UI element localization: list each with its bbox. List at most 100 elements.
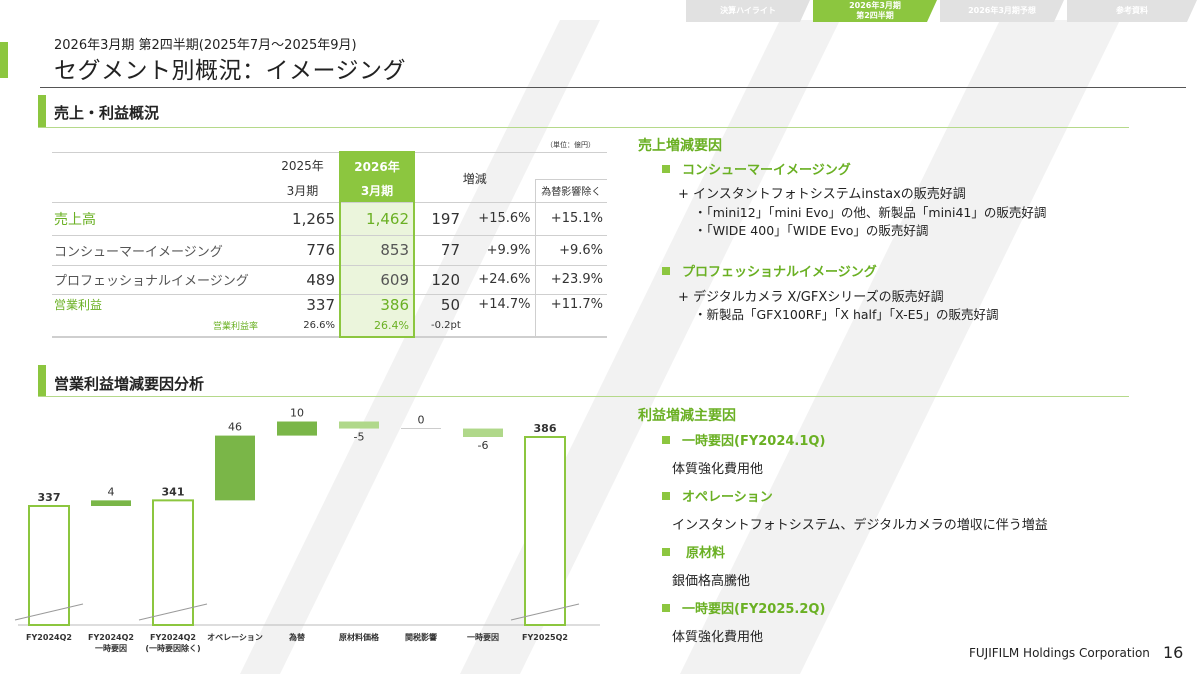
professional-bullet-1: ・新製品「GFX100RF」「X half」「X-E5」の販売好調	[694, 307, 999, 322]
category-label-5: 原材料価格	[339, 632, 380, 642]
col-prev-period: 3月期	[266, 179, 340, 203]
factor-3-text: 銀価格高騰他	[672, 574, 751, 589]
col-fx-excl: 為替影響除く	[534, 178, 607, 203]
tab-q2-line1: 2026年3月期	[849, 1, 901, 10]
data-label-0: 337	[38, 491, 61, 504]
table-unit: （単位：億円）	[546, 141, 595, 149]
cell-fx	[534, 315, 607, 338]
professional-title: プロフェッショナルイメージング	[662, 261, 877, 280]
cell-diff: 77	[413, 235, 464, 266]
cell-diff: -0.2pt	[413, 315, 464, 338]
cell-curr: 853	[339, 235, 415, 266]
cell-pct: +15.6%	[464, 202, 535, 236]
cell-pct: +24.6%	[464, 265, 535, 295]
data-label-4: 10	[290, 407, 304, 420]
table-row: 売上高 1,265 1,462 197 +15.6% +15.1%	[52, 202, 607, 236]
cell-diff: 50	[413, 294, 464, 315]
section-divider-op	[38, 396, 1129, 397]
axis-break-0	[14, 603, 84, 621]
tab-q2[interactable]: 2026年3月期 第2四半期	[813, 0, 937, 22]
factor-1-text: 体質強化費用他	[672, 462, 764, 477]
cell-pct	[464, 315, 535, 338]
tab-forecast[interactable]: 2026年3月期予想	[940, 0, 1064, 22]
category-label-0: FY2024Q2	[26, 633, 72, 642]
table-row: プロフェッショナルイメージング 489 609 120 +24.6% +23.9…	[52, 265, 607, 295]
waterfall-bar-4	[277, 421, 317, 436]
tab-q2-line2: 第2四半期	[856, 11, 894, 20]
cell-curr: 386	[339, 294, 415, 315]
consumer-main: + インスタントフォトシステムinstaxの販売好調	[678, 187, 966, 202]
factor-2-title: オペレーション	[662, 486, 773, 505]
cell-diff: 197	[413, 202, 464, 236]
data-label-6: 0	[418, 414, 425, 427]
row-label-sales: 売上高	[52, 202, 266, 236]
section-bar-sales	[38, 95, 46, 127]
section-title-op: 営業利益増減要因分析	[54, 375, 205, 393]
cell-fx: +15.1%	[534, 202, 607, 236]
cell-fx: +9.6%	[534, 235, 607, 266]
waterfall-bar-7	[463, 428, 503, 437]
bullet-square-icon	[662, 267, 670, 275]
cell-curr: 609	[339, 265, 415, 295]
bullet-square-icon	[662, 548, 670, 556]
op-profit-waterfall-chart: 337FY2024Q24FY2024Q2一時要因341FY2024Q2(一時要因…	[14, 407, 600, 653]
waterfall-bar-8	[524, 436, 566, 626]
cell-prev: 337	[306, 295, 335, 314]
data-label-5: -5	[354, 431, 365, 444]
col-blank-top	[413, 151, 607, 179]
row-label-professional: プロフェッショナルイメージング	[52, 265, 266, 295]
section-title-sales: 売上・利益概況	[54, 104, 160, 122]
bullet-square-icon	[662, 165, 670, 173]
row-label-op-margin: 営業利益率	[52, 315, 266, 338]
waterfall-bar-1	[91, 500, 131, 506]
row-label-consumer: コンシューマーイメージング	[52, 235, 266, 266]
waterfall-bar-0	[28, 505, 70, 626]
bullet-square-icon	[662, 604, 670, 612]
data-label-2: 341	[162, 485, 185, 498]
category-label-1: FY2024Q2	[88, 633, 134, 642]
axis-break-2	[138, 603, 208, 621]
col-prev-year: 2025年	[266, 151, 340, 179]
table-header-blank	[52, 151, 266, 203]
footer-company: FUJIFILM Holdings Corporation	[969, 646, 1150, 660]
factor-4-text: 体質強化費用他	[672, 630, 764, 645]
cell-prev: 26.6%	[266, 315, 340, 338]
consumer-title: コンシューマーイメージング	[662, 159, 851, 178]
category-label-1: 一時要因	[95, 643, 127, 653]
profit-factors-heading: 利益増減主要因	[638, 408, 736, 424]
consumer-bullet-2: ・「WIDE 400」「WIDE Evo」の販売好調	[694, 223, 929, 238]
professional-main: + デジタルカメラ X/GFXシリーズの販売好調	[678, 290, 944, 305]
table-row: コンシューマーイメージング 776 853 77 +9.9% +9.6%	[52, 235, 607, 266]
cell-prev: 1,265	[266, 202, 340, 236]
waterfall-bar-3	[215, 435, 255, 501]
summary-table: 2025年 2026年 3月期 3月期 増減 為替影響除く 売上高 1,265 …	[52, 151, 607, 338]
category-label-6: 関税影響	[405, 632, 437, 642]
category-label-3: オペレーション	[207, 633, 263, 642]
cell-diff: 120	[413, 265, 464, 295]
waterfall-bar-2	[152, 499, 194, 626]
title-divider	[40, 87, 1186, 88]
sales-factors-heading: 売上増減要因	[638, 138, 722, 154]
category-label-8: FY2025Q2	[522, 633, 568, 642]
factor-3-title: 原材料	[662, 542, 725, 561]
cell-prev: 489	[266, 265, 340, 295]
tab-highlights[interactable]: 決算ハイライト	[686, 0, 810, 22]
data-label-1: 4	[108, 485, 115, 498]
cell-fx: +11.7%	[534, 294, 607, 315]
data-label-8: 386	[534, 422, 557, 435]
cell-curr: 26.4%	[339, 315, 415, 338]
factor-1-title: 一時要因(FY2024.1Q)	[662, 430, 825, 449]
factor-2-text: インスタントフォトシステム、デジタルカメラの増収に伴う増益	[672, 518, 1048, 533]
section-divider-sales	[38, 127, 1129, 128]
cell-fx: +23.9%	[534, 265, 607, 295]
tab-reference[interactable]: 参考資料	[1067, 0, 1197, 22]
consumer-bullet-1: ・「mini12」「mini Evo」の他、新製品「mini41」の販売好調	[694, 205, 1047, 220]
bullet-square-icon	[662, 492, 670, 500]
cell-pct: +9.9%	[464, 235, 535, 266]
bullet-square-icon	[662, 436, 670, 444]
factor-4-title: 一時要因(FY2025.2Q)	[662, 598, 825, 617]
col-curr-year: 2026年	[339, 151, 415, 179]
table-row: 営業利益率 26.6% 26.4% -0.2pt	[52, 315, 607, 338]
waterfall-bar-5	[339, 421, 379, 429]
col-curr-period: 3月期	[339, 179, 415, 203]
